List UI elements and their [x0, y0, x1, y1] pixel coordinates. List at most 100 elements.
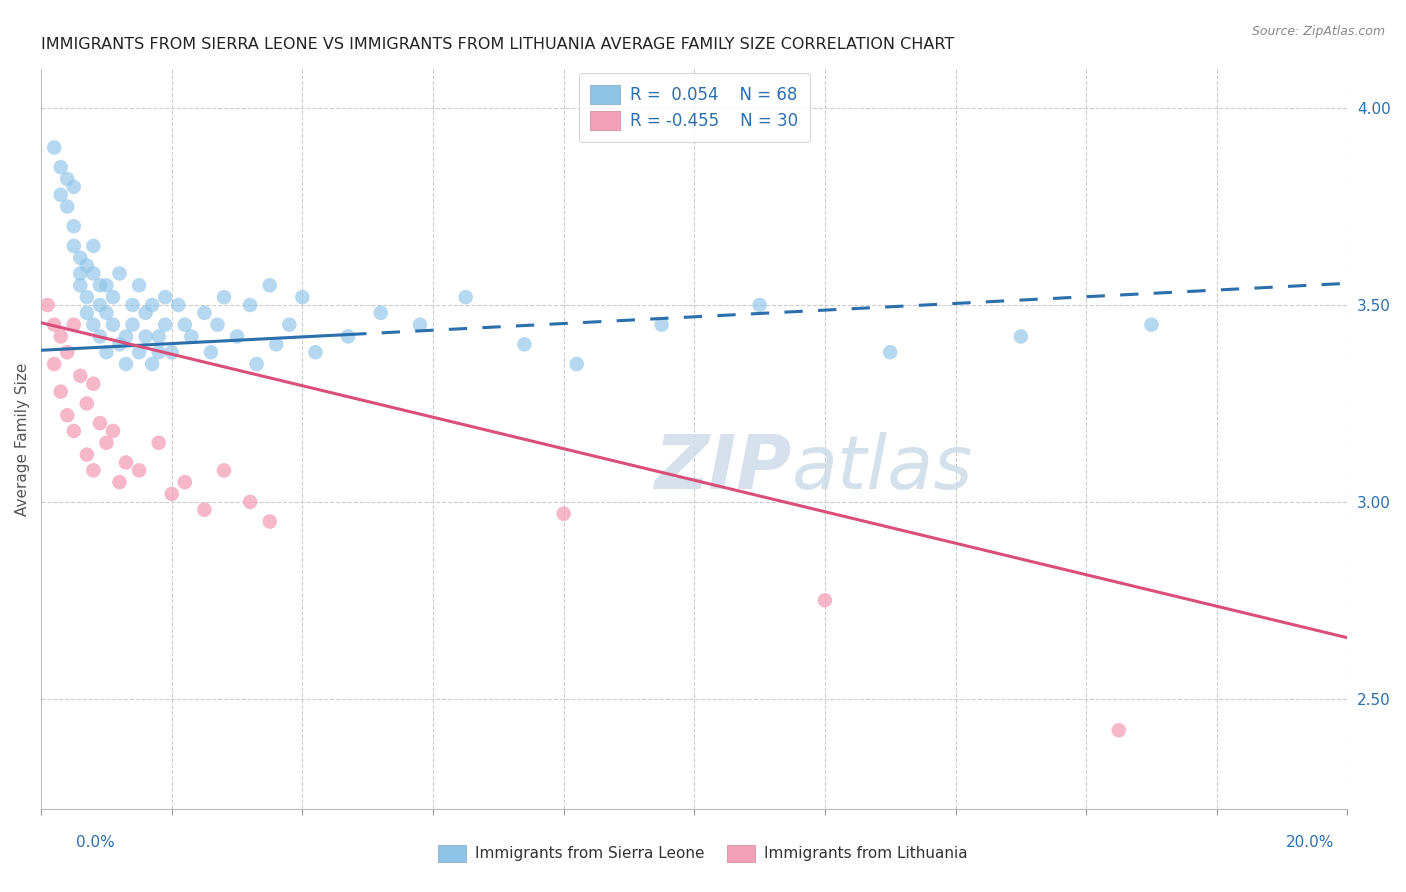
Point — [56, 172, 79, 186]
Text: IMMIGRANTS FROM SIERRA LEONE VS IMMIGRANTS FROM LITHUANIA AVERAGE FAMILY SIZE CO: IMMIGRANTS FROM SIERRA LEONE VS IMMIGRAN… — [41, 37, 955, 53]
Point — [180, 329, 202, 343]
Point — [76, 259, 98, 273]
Point — [108, 337, 131, 351]
Point — [121, 318, 143, 332]
Point — [155, 290, 177, 304]
Point — [76, 306, 98, 320]
Point — [96, 278, 118, 293]
Point — [89, 416, 111, 430]
Point — [69, 368, 91, 383]
Text: 0.0%: 0.0% — [76, 836, 115, 850]
Point — [128, 278, 150, 293]
Point — [148, 345, 170, 359]
Legend: R =  0.054    N = 68, R = -0.455    N = 30: R = 0.054 N = 68, R = -0.455 N = 30 — [578, 73, 810, 142]
Point — [173, 475, 195, 490]
Point — [173, 318, 195, 332]
Point — [155, 318, 177, 332]
Point — [49, 384, 72, 399]
Point — [814, 593, 837, 607]
Point — [44, 140, 66, 154]
Point — [141, 357, 163, 371]
Point — [82, 267, 104, 281]
Point — [69, 267, 91, 281]
Point — [121, 298, 143, 312]
Point — [160, 487, 183, 501]
Point — [101, 318, 124, 332]
Point — [44, 357, 66, 371]
Point — [56, 200, 79, 214]
Point — [226, 329, 249, 343]
Text: Source: ZipAtlas.com: Source: ZipAtlas.com — [1251, 25, 1385, 38]
Point — [337, 329, 360, 343]
Point — [212, 290, 235, 304]
Point — [565, 357, 588, 371]
Point — [193, 306, 215, 320]
Point — [82, 463, 104, 477]
Point — [409, 318, 432, 332]
Point — [246, 357, 269, 371]
Point — [115, 329, 138, 343]
Point — [239, 298, 262, 312]
Point — [651, 318, 673, 332]
Point — [879, 345, 901, 359]
Text: 20.0%: 20.0% — [1286, 836, 1334, 850]
Point — [49, 187, 72, 202]
Point — [207, 318, 229, 332]
Text: ZIP: ZIP — [655, 432, 792, 505]
Point — [160, 345, 183, 359]
Point — [101, 424, 124, 438]
Point — [291, 290, 314, 304]
Point — [96, 435, 118, 450]
Point — [89, 298, 111, 312]
Point — [108, 475, 131, 490]
Point — [76, 290, 98, 304]
Point — [1140, 318, 1163, 332]
Point — [89, 329, 111, 343]
Point — [193, 502, 215, 516]
Point — [370, 306, 392, 320]
Point — [82, 376, 104, 391]
Point — [96, 306, 118, 320]
Point — [115, 357, 138, 371]
Point — [553, 507, 575, 521]
Y-axis label: Average Family Size: Average Family Size — [15, 362, 30, 516]
Point — [148, 435, 170, 450]
Point — [1010, 329, 1032, 343]
Point — [56, 345, 79, 359]
Point — [115, 455, 138, 469]
Point — [44, 318, 66, 332]
Point — [89, 278, 111, 293]
Point — [167, 298, 190, 312]
Point — [101, 290, 124, 304]
Point — [148, 329, 170, 343]
Point — [141, 298, 163, 312]
Point — [37, 298, 59, 312]
Point — [259, 515, 281, 529]
Point — [82, 239, 104, 253]
Point — [62, 219, 84, 234]
Point — [56, 409, 79, 423]
Point — [278, 318, 301, 332]
Text: atlas: atlas — [792, 433, 973, 505]
Point — [96, 345, 118, 359]
Point — [69, 278, 91, 293]
Point — [135, 306, 157, 320]
Point — [49, 329, 72, 343]
Point — [76, 448, 98, 462]
Point — [454, 290, 477, 304]
Point — [128, 463, 150, 477]
Point — [200, 345, 222, 359]
Point — [259, 278, 281, 293]
Point — [128, 345, 150, 359]
Point — [108, 267, 131, 281]
Point — [135, 329, 157, 343]
Point — [513, 337, 536, 351]
Point — [62, 179, 84, 194]
Point — [62, 318, 84, 332]
Legend: Immigrants from Sierra Leone, Immigrants from Lithuania: Immigrants from Sierra Leone, Immigrants… — [432, 838, 974, 868]
Point — [62, 239, 84, 253]
Point — [264, 337, 287, 351]
Point — [212, 463, 235, 477]
Point — [62, 424, 84, 438]
Point — [1108, 723, 1130, 738]
